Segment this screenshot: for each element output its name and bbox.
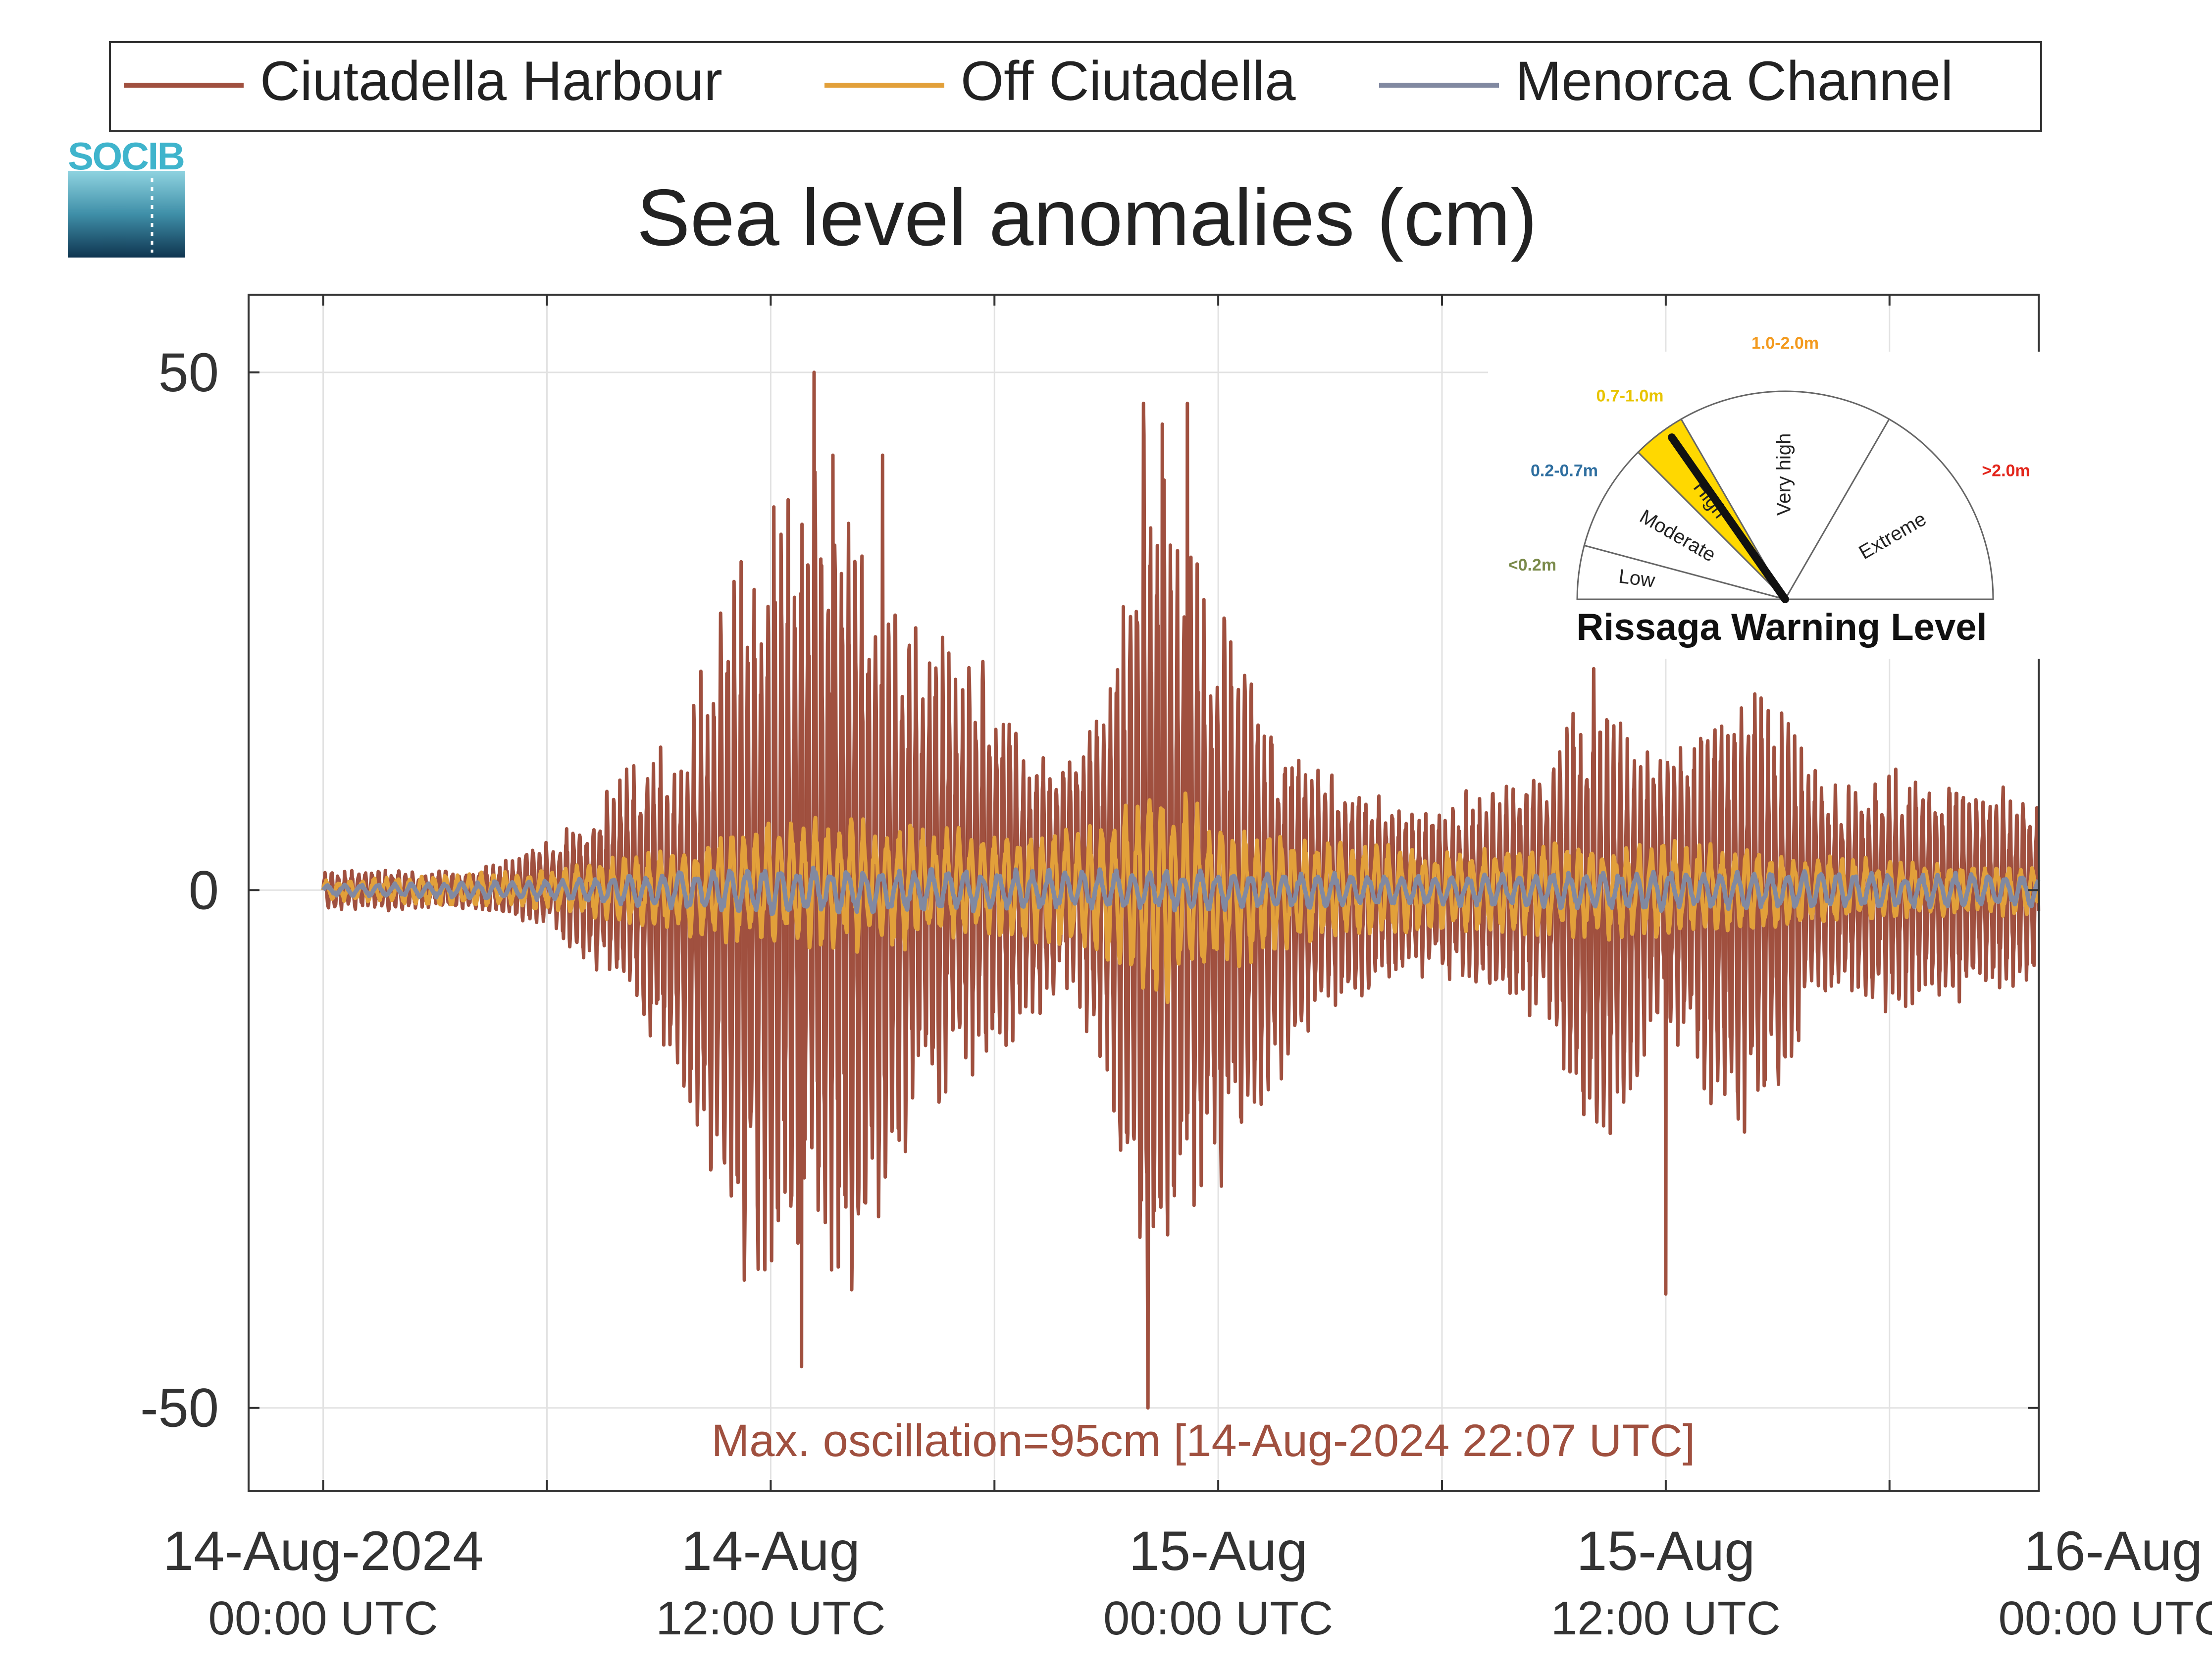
gauge-title: Rissaga Warning Level bbox=[1576, 606, 1987, 648]
legend-label-off-ciutadella: Off Ciutadella bbox=[961, 50, 1296, 112]
gauge-segment-extreme bbox=[1784, 418, 1994, 600]
series-line-menorca-channel bbox=[321, 865, 2041, 917]
axis-ticks bbox=[249, 295, 2039, 1491]
rissaga-warning-gauge: Low<0.2m Moderate0.2-0.7mHigh0.7-1.0mVery… bbox=[1488, 334, 2045, 659]
y-tick-label: -50 bbox=[140, 1378, 219, 1439]
gauge-range-label: >2.0m bbox=[1982, 461, 2030, 480]
gauge-needle bbox=[1668, 433, 1789, 603]
x-tick-label: 15-Aug bbox=[1576, 1520, 1755, 1582]
legend-box bbox=[109, 41, 2042, 132]
y-axis: -50 0 50 bbox=[140, 342, 219, 1439]
gauge-range-label: <0.2m bbox=[1508, 556, 1556, 575]
legend: Ciutadella Harbour Off Ciutadella Menorc… bbox=[109, 41, 2042, 132]
logo-text: SOCIB bbox=[68, 134, 185, 178]
gauge-range-label: 1.0-2.0m bbox=[1751, 334, 1819, 353]
socib-logo: SOCIB bbox=[68, 134, 185, 258]
x-tick-label: 00:00 UTC bbox=[1103, 1592, 1333, 1645]
gauge-segment-label: Low bbox=[1617, 566, 1656, 592]
logo-graphic bbox=[68, 171, 185, 258]
gauge-range-label: 0.2-0.7m bbox=[1531, 461, 1598, 480]
x-tick-label: 14-Aug bbox=[681, 1520, 860, 1582]
x-tick-label: 14-Aug-2024 bbox=[163, 1520, 484, 1582]
legend-label-menorca-channel: Menorca Channel bbox=[1515, 50, 1953, 112]
series-layer bbox=[321, 370, 2041, 1410]
x-tick-label: 16-Aug bbox=[2024, 1520, 2203, 1582]
plot-frame bbox=[248, 294, 2040, 1492]
gauge-segments bbox=[1576, 390, 1994, 601]
series-line-off-ciutadella bbox=[321, 791, 2040, 1004]
gauge-segment-moderate bbox=[1583, 451, 1788, 601]
max-oscillation-annotation: Max. oscillation=95cm [14-Aug-2024 22:07… bbox=[712, 1415, 1696, 1466]
gauge-range-label: 0.7-1.0m bbox=[1596, 386, 1663, 405]
x-tick-label: 15-Aug bbox=[1129, 1520, 1308, 1582]
x-tick-label: 00:00 UTC bbox=[1999, 1592, 2212, 1645]
legend-label-ciutadella-harbour: Ciutadella Harbour bbox=[260, 50, 722, 112]
y-tick-label: 0 bbox=[189, 860, 219, 921]
x-axis: 14-Aug-2024 00:00 UTC 14-Aug 12:00 UTC 15-Au… bbox=[163, 1520, 2212, 1645]
gauge-segment-very-high bbox=[1680, 390, 1891, 601]
gauge-segment-label: Very high bbox=[1773, 433, 1795, 516]
x-tick-label: 12:00 UTC bbox=[1551, 1592, 1781, 1645]
y-tick-label: 50 bbox=[158, 342, 219, 403]
x-tick-label: 00:00 UTC bbox=[208, 1592, 438, 1645]
chart-title: Sea level anomalies (cm) bbox=[637, 173, 1538, 262]
x-tick-label: 12:00 UTC bbox=[656, 1592, 885, 1645]
